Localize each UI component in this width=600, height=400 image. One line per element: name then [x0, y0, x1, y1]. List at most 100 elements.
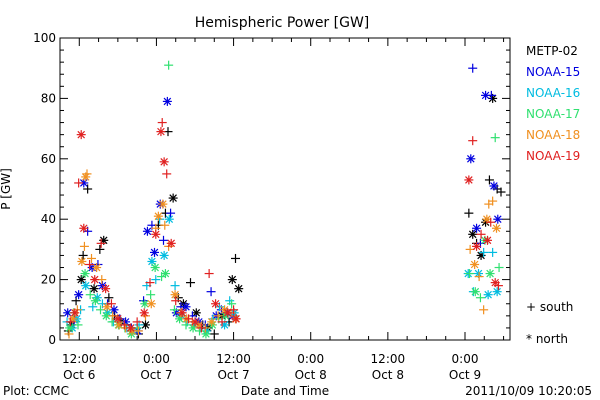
- north-point-noaa-19: [166, 238, 176, 248]
- north-point-noaa-19: [156, 127, 166, 137]
- south-point-noaa-18: [474, 272, 484, 282]
- south-point-noaa-18: [64, 329, 74, 339]
- north-point-noaa-19: [483, 235, 492, 245]
- south-point-noaa-19: [229, 305, 239, 315]
- south-point-noaa-15: [206, 287, 216, 297]
- x-tick-date-label: Oct 8: [295, 368, 327, 382]
- south-point-noaa-18: [79, 241, 89, 251]
- north-point-noaa-19: [223, 308, 233, 318]
- north-point-noaa-19: [90, 275, 100, 285]
- north-point-noaa-18: [470, 260, 480, 269]
- south-point-metp-02: [231, 253, 240, 263]
- south-point-noaa-15: [468, 63, 478, 73]
- x-tick-time-label: 0:00: [143, 352, 170, 366]
- marker-legend-south: + south: [526, 300, 573, 314]
- south-point-metp-02: [104, 293, 114, 303]
- south-point-noaa-17: [494, 263, 504, 273]
- south-point-noaa-19: [96, 238, 106, 248]
- south-point-noaa-16: [170, 281, 180, 291]
- x-tick-date-label: Oct 7: [140, 368, 172, 382]
- north-point-noaa-16: [159, 250, 169, 260]
- x-tick-time-label: 12:00: [216, 352, 251, 366]
- south-point-noaa-19: [217, 317, 227, 327]
- y-tick-label: 20: [41, 273, 56, 287]
- x-tick-date-label: Oct 7: [217, 368, 249, 382]
- x-axis: 12:00 Oct 6 0:00 Oct 7 12:00 Oct 7 0:00 Oct 8 12…: [59, 38, 505, 382]
- north-point-noaa-18: [207, 317, 217, 327]
- south-point-noaa-17: [169, 305, 179, 315]
- south-point-noaa-19: [106, 299, 116, 309]
- south-point-noaa-19: [74, 178, 84, 188]
- south-point-noaa-17: [490, 133, 500, 143]
- north-point-noaa-19: [101, 284, 111, 294]
- plot-source: Plot: CCMC: [3, 384, 69, 398]
- south-point-metp-02: [95, 244, 105, 254]
- marker-legend: + south * north: [526, 300, 573, 346]
- south-point-noaa-19: [85, 260, 95, 269]
- south-point-noaa-17: [73, 320, 83, 330]
- south-point-metp-02: [209, 329, 219, 339]
- x-tick-date-label: Oct 6: [63, 368, 95, 382]
- south-point-metp-02: [83, 184, 93, 194]
- y-axis: 0 20 40 60 80 100: [33, 31, 510, 347]
- south-point-noaa-15: [159, 235, 168, 245]
- south-point-noaa-18: [108, 311, 118, 321]
- south-point-noaa-19: [486, 217, 496, 227]
- north-point-noaa-15: [489, 181, 499, 191]
- north-point-noaa-17: [80, 269, 90, 279]
- north-point-noaa-18: [81, 172, 91, 182]
- legend-entry-noaa-16: NOAA-16: [526, 86, 580, 100]
- south-point-noaa-15: [166, 208, 176, 218]
- south-point-metp-02: [464, 208, 474, 218]
- north-point-noaa-15: [181, 302, 191, 312]
- x-tick-time-label: 12:00: [371, 352, 406, 366]
- north-point-noaa-15: [142, 226, 152, 236]
- plot-frame: [59, 37, 511, 341]
- north-point-noaa-18: [158, 199, 168, 209]
- data-points: [62, 60, 506, 339]
- south-point-noaa-19: [493, 281, 503, 291]
- north-point-noaa-19: [159, 157, 169, 167]
- north-point-noaa-15: [472, 223, 482, 233]
- north-point-noaa-16: [164, 214, 174, 224]
- south-point-noaa-18: [213, 311, 223, 321]
- north-point-noaa-15: [150, 247, 159, 257]
- north-point-noaa-19: [231, 314, 241, 324]
- north-point-noaa-17: [201, 329, 211, 339]
- south-point-noaa-17: [146, 290, 156, 300]
- south-point-noaa-18: [479, 305, 489, 315]
- x-tick-date-label: Oct 9: [449, 368, 481, 382]
- x-tick-time-label: 0:00: [452, 352, 479, 366]
- north-point-noaa-18: [146, 299, 156, 309]
- north-point-noaa-19: [151, 229, 161, 239]
- plot-timestamp: 2011/10/09 10:20:05: [465, 384, 592, 398]
- south-point-noaa-19: [145, 278, 155, 288]
- north-point-metp-02: [234, 284, 244, 294]
- north-point-metp-02: [89, 284, 99, 294]
- south-point-metp-02: [484, 175, 494, 185]
- north-point-noaa-19: [113, 314, 123, 324]
- north-point-noaa-19: [76, 130, 86, 140]
- legend-entry-noaa-15: NOAA-15: [526, 65, 580, 79]
- south-point-noaa-18: [87, 253, 96, 263]
- north-point-noaa-19: [211, 299, 221, 309]
- south-point-noaa-16: [488, 247, 498, 257]
- south-point-noaa-18: [82, 169, 92, 179]
- legend-entry-noaa-18: NOAA-18: [526, 128, 580, 142]
- south-point-noaa-16: [479, 247, 489, 257]
- south-point-noaa-19: [157, 118, 167, 128]
- north-point-noaa-15: [74, 290, 84, 300]
- north-point-metp-02: [168, 193, 178, 203]
- north-point-noaa-15: [466, 154, 476, 164]
- north-point-noaa-16: [483, 290, 493, 300]
- south-point-noaa-18: [133, 326, 143, 336]
- south-point-noaa-17: [85, 290, 95, 300]
- legend: METP-02 NOAA-15 NOAA-16 NOAA-17 NOAA-18 NOAA-…: [526, 44, 580, 163]
- north-point-noaa-19: [177, 308, 187, 318]
- south-point-noaa-18: [160, 220, 170, 230]
- chart-title: Hemispheric Power [GW]: [195, 15, 370, 31]
- north-point-noaa-19: [464, 175, 474, 185]
- north-point-noaa-19: [139, 308, 149, 318]
- marker-legend-north: * north: [526, 332, 568, 346]
